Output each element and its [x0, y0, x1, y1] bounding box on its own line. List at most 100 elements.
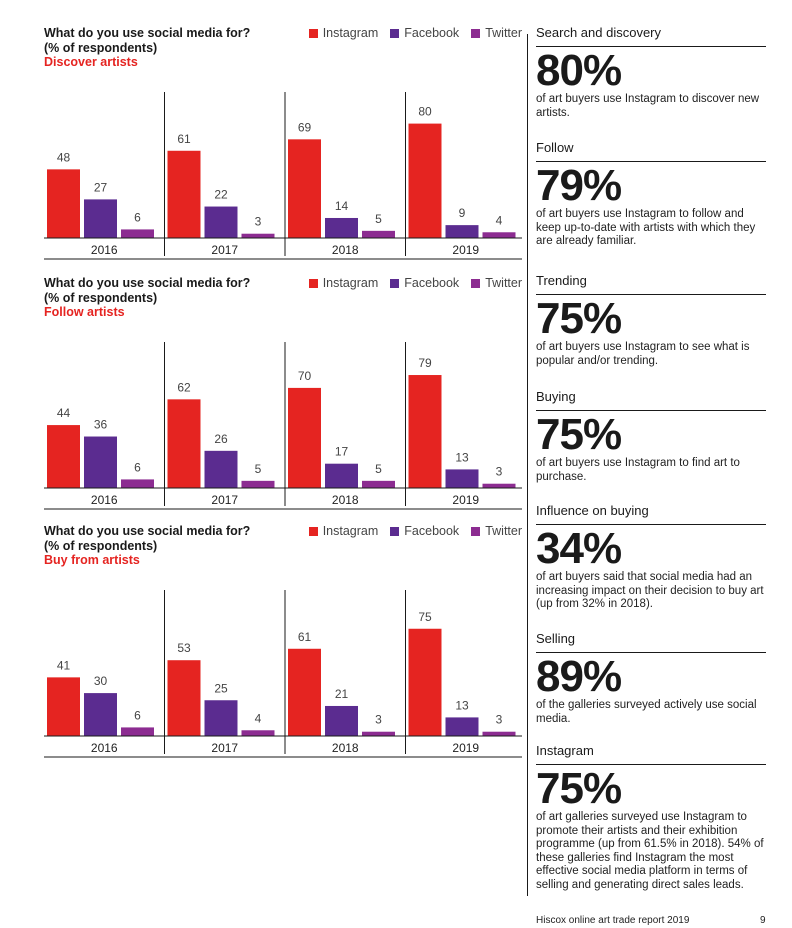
stat-instagram: Instagram 75% of art galleries surveyed …: [536, 742, 766, 892]
legend-swatch-icon: [308, 278, 318, 288]
bar: [47, 169, 80, 238]
tick-label: 2016: [91, 741, 118, 755]
legend-item: Instagram: [308, 26, 378, 40]
data-label: 61: [177, 132, 191, 146]
data-label: 44: [57, 406, 71, 420]
data-label: 75: [418, 610, 432, 624]
chart-header: What do you use social media for? (% of …: [44, 524, 522, 567]
stat-label: Search and discovery: [536, 24, 766, 47]
legend-item: Facebook: [390, 276, 459, 290]
stat-description: of art buyers use Instagram to follow an…: [536, 208, 756, 247]
stat-description: of art buyers use Instagram to find art …: [536, 457, 740, 483]
bar: [167, 150, 201, 238]
data-label: 22: [214, 188, 228, 202]
bar: [121, 727, 154, 736]
legend-swatch-icon: [471, 278, 481, 288]
legend-item: Facebook: [390, 26, 459, 40]
stat-label: Selling: [536, 630, 766, 653]
bar: [445, 469, 479, 488]
data-label: 6: [134, 210, 141, 224]
chart-title: What do you use social media for? (% of …: [44, 276, 251, 305]
bar: [408, 628, 442, 736]
data-label: 4: [496, 213, 503, 227]
tick-label: 2017: [211, 243, 238, 257]
chart-title: What do you use social media for? (% of …: [44, 26, 251, 55]
data-label: 3: [375, 713, 382, 727]
data-label: 79: [418, 356, 432, 370]
stat-description: of art buyers use Instagram to see what …: [536, 341, 750, 367]
tick-label: 2019: [452, 493, 479, 507]
bar-chart: 44 36 6 2016 62 26 5 2017 70 17 5 2018 79 13 3 2019: [44, 342, 522, 510]
data-label: 30: [94, 674, 108, 688]
bar: [362, 480, 395, 488]
legend-swatch-icon: [390, 28, 400, 38]
data-label: 25: [214, 681, 228, 695]
stat-label: Trending: [536, 272, 766, 295]
data-label: 14: [335, 199, 349, 213]
stat-value: 75%: [536, 294, 622, 343]
legend-item: Twitter: [471, 26, 522, 40]
stat-search-discovery: Search and discovery 80% of art buyers u…: [536, 24, 766, 120]
bar: [362, 731, 395, 736]
chart-subtitle: Discover artists: [44, 55, 138, 69]
data-label: 9: [459, 206, 466, 220]
data-label: 3: [496, 713, 503, 727]
tick-label: 2018: [332, 741, 359, 755]
tick-label: 2018: [332, 243, 359, 257]
data-label: 70: [298, 369, 312, 383]
bar: [325, 705, 358, 736]
legend-swatch-icon: [390, 278, 400, 288]
legend-swatch-icon: [471, 28, 481, 38]
bar: [325, 217, 358, 238]
stat-value: 89%: [536, 652, 622, 701]
legend-swatch-icon: [471, 526, 481, 536]
data-label: 13: [455, 698, 469, 712]
legend-label: Twitter: [485, 524, 522, 538]
tick-label: 2016: [91, 243, 118, 257]
footer-page-number: 9: [760, 915, 766, 926]
bar: [325, 463, 358, 488]
bar: [445, 717, 479, 736]
footer-report-title: Hiscox online art trade report 2019: [536, 915, 690, 926]
bar: [204, 700, 238, 736]
legend-swatch-icon: [390, 526, 400, 536]
legend-item: Facebook: [390, 524, 459, 538]
legend-label: Twitter: [485, 276, 522, 290]
bar: [167, 660, 201, 736]
legend-item: Instagram: [308, 276, 379, 290]
tick-label: 2016: [91, 493, 118, 507]
bar: [445, 225, 479, 238]
data-label: 13: [455, 450, 469, 464]
chart-legend: Instagram Facebook Twitter: [308, 276, 522, 290]
bar: [482, 731, 516, 736]
bar: [241, 233, 275, 238]
bar: [204, 450, 238, 488]
stat-label: Instagram: [536, 742, 766, 765]
legend-label: Facebook: [404, 276, 460, 290]
tick-label: 2018: [332, 493, 359, 507]
bar: [84, 436, 117, 488]
tick-label: 2019: [452, 243, 479, 257]
bar: [241, 730, 275, 736]
bar: [121, 229, 154, 238]
stat-buying: Buying 75% of art buyers use Instagram t…: [536, 388, 766, 484]
bar: [47, 425, 80, 488]
data-label: 21: [335, 687, 349, 701]
data-label: 26: [214, 432, 228, 446]
bar: [362, 230, 395, 238]
data-label: 62: [177, 380, 191, 394]
legend-label: Instagram: [322, 276, 379, 290]
stat-label: Influence on buying: [536, 502, 766, 525]
data-label: 48: [57, 150, 71, 164]
column-divider: [527, 34, 528, 896]
chart-buy-from-artists: What do you use social media for? (% of …: [44, 524, 522, 794]
bar: [241, 480, 275, 488]
chart-subtitle: Follow artists: [44, 305, 125, 319]
data-label: 6: [134, 708, 141, 722]
bar: [47, 677, 80, 736]
stat-value: 75%: [536, 764, 622, 813]
tick-label: 2017: [211, 741, 238, 755]
legend-item: Twitter: [471, 276, 522, 290]
stat-description: of art buyers said that social media had…: [536, 571, 764, 610]
bar: [288, 387, 321, 488]
